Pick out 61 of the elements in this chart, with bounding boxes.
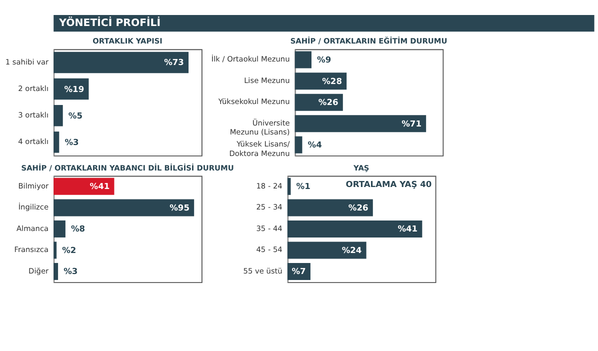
y-tick-label: 45 - 54 xyxy=(256,245,283,254)
data-label: %24 xyxy=(342,244,362,255)
y-tick-label: Diğer xyxy=(28,266,50,276)
data-label: %5 xyxy=(68,110,83,120)
bar xyxy=(287,178,291,195)
y-tick-label: 55 ve üstü xyxy=(243,266,282,276)
bar xyxy=(54,220,66,238)
bar xyxy=(54,262,58,280)
y-tick-label: 2 ortaklı xyxy=(18,84,49,93)
data-label: %2 xyxy=(62,244,76,255)
bar xyxy=(54,132,60,153)
data-label: %19 xyxy=(64,84,84,94)
data-label: %3 xyxy=(64,266,78,276)
bar xyxy=(287,220,422,238)
y-tick-label: Almanca xyxy=(16,224,49,233)
data-label: %26 xyxy=(318,97,339,108)
y-tick-label: Lise Mezunu xyxy=(244,76,290,85)
bar xyxy=(294,51,312,68)
data-label: %1 xyxy=(296,181,311,192)
y-tick-label: 18 - 24 xyxy=(256,181,283,190)
y-tick-label: İngilizce xyxy=(18,202,49,212)
data-label: %3 xyxy=(64,136,80,147)
data-label: %71 xyxy=(402,118,422,128)
y-tick-label: Üniversite Mezunu (Lisans) xyxy=(230,118,290,137)
data-label: %28 xyxy=(322,76,342,86)
data-label: %8 xyxy=(70,224,86,234)
y-tick-label: 25 - 34 xyxy=(256,202,283,212)
y-tick-label: 4 ortaklı xyxy=(18,137,49,146)
y-tick-label: Bilmiyor xyxy=(18,181,50,190)
data-label: %95 xyxy=(170,202,190,212)
y-tick-label: İlk / Ortaokul Mezunu xyxy=(211,54,290,64)
data-label: %26 xyxy=(348,202,368,212)
y-tick-label: Yüksekokul Mezunu xyxy=(217,97,290,106)
chart-title: SAHİP / ORTAKLARIN YABANCI DİL BİLGİSİ DURUMU xyxy=(21,163,234,172)
y-tick-label: Yüksek Lisans/ Doktora Mezunu xyxy=(229,140,290,158)
bar xyxy=(294,115,426,132)
bar xyxy=(54,104,63,126)
bar xyxy=(294,94,343,111)
bar xyxy=(54,52,189,74)
y-tick-label: 1 sahibi var xyxy=(5,57,50,66)
y-tick-label: 3 ortaklı xyxy=(18,110,49,120)
data-label: %41 xyxy=(90,181,110,192)
y-tick-label: Fransızca xyxy=(14,245,49,254)
data-label: %4 xyxy=(308,140,322,150)
bar xyxy=(54,199,194,216)
data-label: %7 xyxy=(292,266,306,276)
text: YÖNETİCİ PROFİLİ xyxy=(58,16,161,30)
y-tick-label: 35 - 44 xyxy=(256,224,283,233)
bar xyxy=(287,199,373,216)
chart-title: ORTAKLIK YAPISI xyxy=(92,36,163,46)
data-label: %9 xyxy=(317,54,332,65)
data-label: %73 xyxy=(164,57,184,68)
bar xyxy=(54,178,114,195)
bar xyxy=(294,72,347,90)
bar xyxy=(294,136,302,154)
annotation: ORTALAMA YAŞ 40 xyxy=(346,178,432,189)
data-label: %41 xyxy=(398,224,418,234)
chart-title: YAŞ xyxy=(352,163,370,172)
bar xyxy=(54,242,57,259)
bar xyxy=(287,242,366,259)
chart-title: SAHİP / ORTAKLARIN EĞİTİM DURUMU xyxy=(290,36,448,46)
